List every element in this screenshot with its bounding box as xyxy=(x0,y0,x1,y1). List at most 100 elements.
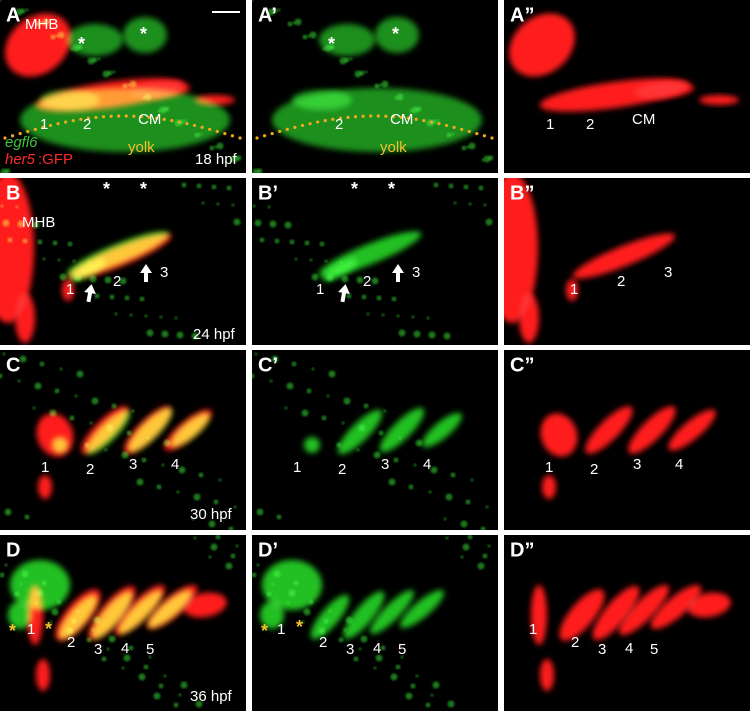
annotation: 1 xyxy=(40,116,48,133)
signal-layer xyxy=(252,535,491,708)
yolk-boundary-dot xyxy=(422,119,426,123)
green-speck xyxy=(158,683,164,689)
green-speck xyxy=(445,493,453,501)
arrow xyxy=(140,264,152,282)
green-speck xyxy=(311,367,315,371)
annotation: 1 xyxy=(545,459,553,476)
yolk-boundary-dot xyxy=(192,123,197,128)
green-speck xyxy=(468,142,476,150)
green-speck xyxy=(309,258,313,262)
green-speck xyxy=(284,221,292,229)
green-speck xyxy=(209,145,215,151)
red-signal xyxy=(572,233,676,279)
green-speck xyxy=(269,220,277,228)
green-speck xyxy=(181,182,187,188)
green-speck xyxy=(341,421,345,425)
green-speck xyxy=(358,424,366,432)
green-speck xyxy=(256,563,260,567)
green-speck xyxy=(430,693,434,697)
annotation: 1 xyxy=(570,281,578,298)
yolk-boundary-dot xyxy=(444,123,449,128)
green-speck xyxy=(277,8,281,12)
green-speck xyxy=(294,18,302,26)
panel-label: B xyxy=(6,182,20,204)
green-speck xyxy=(338,637,344,643)
green-speck xyxy=(198,472,204,478)
green-speck xyxy=(375,654,383,662)
green-speck xyxy=(123,654,131,662)
green-speck xyxy=(257,168,263,173)
annotation: 1 xyxy=(66,281,74,298)
green-speck xyxy=(193,536,197,540)
red-signal xyxy=(114,584,166,636)
green-speck xyxy=(378,430,384,436)
red-signal xyxy=(27,585,43,645)
red-signal xyxy=(540,413,578,457)
yolk-boundary-dot xyxy=(139,115,144,119)
red-signal xyxy=(592,586,640,640)
green-speck xyxy=(284,406,288,410)
green-speck xyxy=(72,259,76,263)
green-speck xyxy=(114,312,118,316)
yolk-boundary-dot xyxy=(399,115,403,119)
yolk-boundary-dot xyxy=(230,134,235,138)
green-speck xyxy=(328,609,332,613)
annotation: 3 xyxy=(381,456,389,473)
red-signal xyxy=(36,659,50,691)
yolk-boundary-dot xyxy=(56,122,60,126)
red-signal xyxy=(130,81,190,99)
signal-layer xyxy=(531,584,731,691)
annotation: 3 xyxy=(160,264,168,281)
green-speck xyxy=(236,155,242,161)
green-speck xyxy=(67,241,73,247)
green-speck xyxy=(25,8,29,12)
green-speck xyxy=(5,168,11,173)
green-speck xyxy=(448,183,454,189)
green-speck xyxy=(433,182,439,188)
green-speck xyxy=(4,508,12,516)
green-speck xyxy=(478,185,484,191)
green-speck xyxy=(343,397,351,405)
green-speck xyxy=(89,421,93,425)
green-speck xyxy=(376,295,382,301)
annotation: 2 xyxy=(335,116,343,133)
red-signal xyxy=(650,585,702,629)
green-speck xyxy=(59,273,67,281)
green-speck xyxy=(349,57,353,61)
annotation: * xyxy=(140,179,147,199)
yolk-boundary-dot xyxy=(71,119,75,123)
red-signal xyxy=(5,13,71,77)
yolk-boundary-dot xyxy=(3,136,7,140)
annotation: 4 xyxy=(121,640,129,657)
green-speck xyxy=(416,106,422,112)
annotation: 1 xyxy=(316,281,324,298)
green-speck xyxy=(364,70,368,74)
green-speck xyxy=(56,599,62,605)
annotation: 4 xyxy=(675,456,683,473)
green-speck xyxy=(274,238,280,244)
green-speck xyxy=(413,330,421,338)
green-speck xyxy=(301,409,309,417)
green-speck xyxy=(136,478,144,486)
annotation: 3 xyxy=(633,456,641,473)
annotation: 4 xyxy=(171,456,179,473)
red-signal xyxy=(38,475,52,499)
red-signal xyxy=(62,279,74,301)
annotation: 36 hpf xyxy=(190,688,233,705)
panel-label: C’ xyxy=(258,354,278,376)
panel: C 1 2 3 4 30 hpf xyxy=(0,350,246,530)
green-speck xyxy=(218,478,222,482)
red-signal xyxy=(687,592,731,618)
yolk-boundary-dot xyxy=(391,115,396,119)
annotation: 5 xyxy=(398,641,406,658)
annotation: * xyxy=(351,179,358,199)
green-speck xyxy=(124,295,130,301)
green-speck xyxy=(304,240,310,246)
yolk-boundary-dot xyxy=(482,134,487,138)
green-speck xyxy=(143,664,149,670)
green-speck xyxy=(485,505,489,509)
yolk-boundary-dot xyxy=(132,114,136,118)
green-speck xyxy=(445,536,449,540)
green-speck xyxy=(176,490,180,494)
green-speck xyxy=(19,582,23,586)
